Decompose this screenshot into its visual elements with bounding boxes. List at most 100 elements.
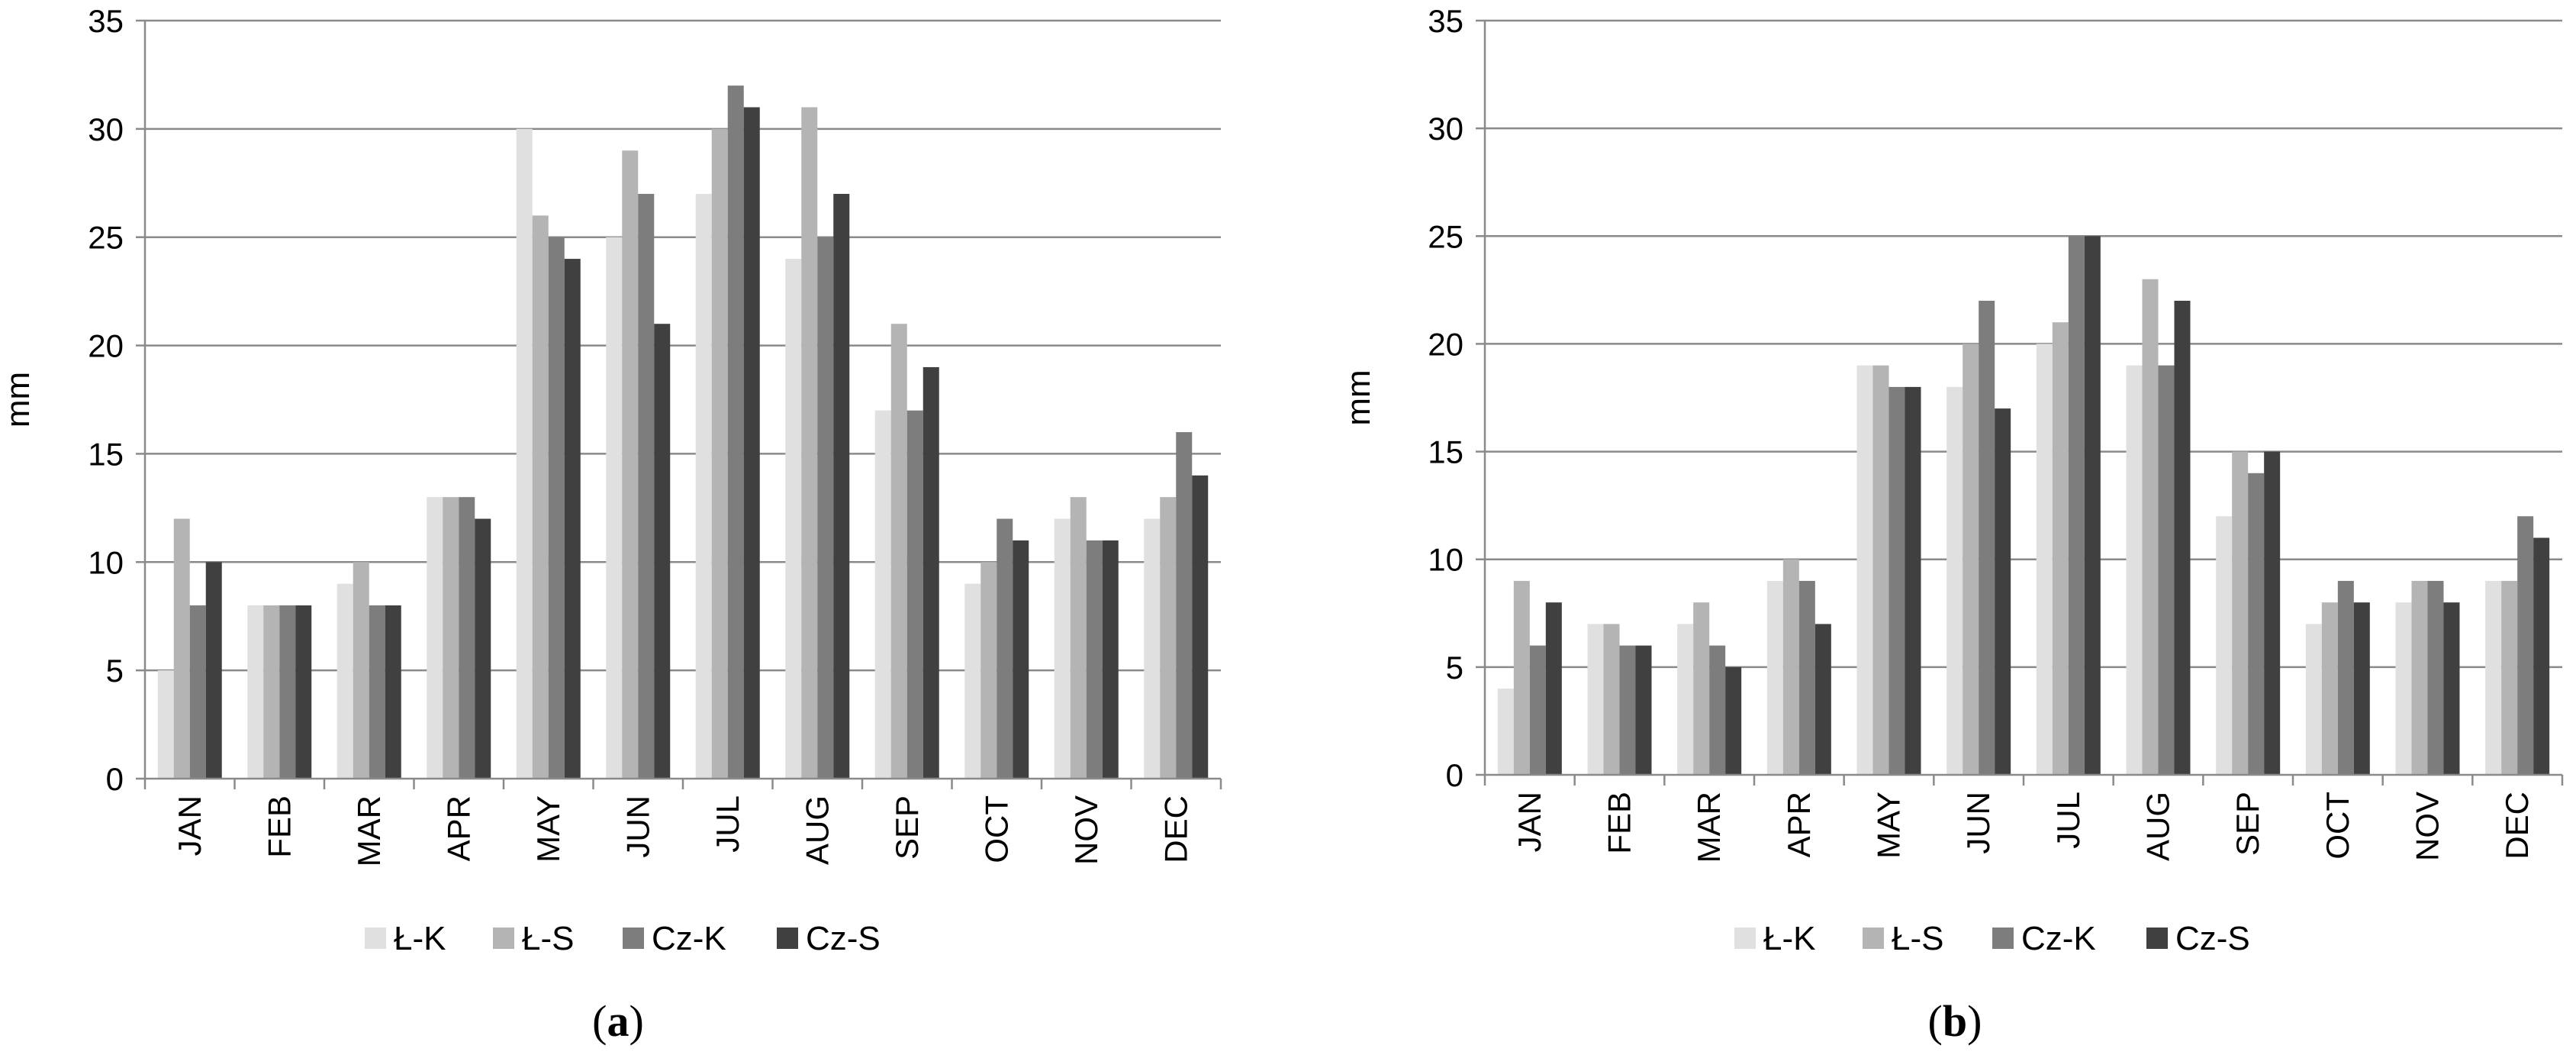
y-tick-label: 5: [1446, 650, 1463, 686]
bar-nov-series-3: [1102, 540, 1119, 779]
bar-jun-series-0: [606, 237, 623, 779]
x-tick-label-jun: JUN: [620, 795, 655, 858]
x-tick-label-aug: AUG: [2140, 792, 2176, 861]
bar-oct-series-1: [2321, 602, 2338, 775]
bar-apr-series-1: [1782, 559, 1799, 775]
bar-oct-series-0: [2305, 624, 2322, 775]
y-tick-label: 0: [106, 761, 124, 797]
bar-nov-series-2: [1086, 540, 1103, 779]
bar-aug-series-0: [785, 259, 802, 779]
y-tick-label: 35: [88, 3, 124, 39]
bar-mar-series-2: [1709, 645, 1726, 775]
y-tick-label: 30: [88, 111, 124, 147]
bar-sep-series-0: [874, 410, 891, 779]
bar-apr-series-0: [427, 497, 443, 779]
y-tick-label: 15: [88, 436, 124, 472]
bar-may-series-3: [564, 259, 581, 779]
bar-nov-series-0: [1054, 518, 1071, 779]
bar-nov-series-0: [2395, 602, 2412, 775]
bar-jul-series-3: [743, 107, 760, 779]
x-tick-label-aug: AUG: [799, 795, 835, 865]
x-tick-label-may: MAY: [1871, 792, 1907, 859]
x-tick-label-dec: DEC: [1158, 795, 1193, 863]
bar-dec-series-2: [2517, 516, 2534, 775]
legend-label-0: Ł-K: [1763, 920, 1815, 957]
x-tick-label-oct: OCT: [978, 795, 1014, 863]
bar-apr-series-3: [1814, 624, 1831, 775]
bar-jul-series-2: [727, 85, 744, 779]
bar-feb-series-0: [247, 605, 264, 779]
bar-aug-series-3: [2174, 300, 2191, 775]
y-tick-label: 5: [106, 653, 124, 689]
bar-jul-series-1: [711, 128, 728, 779]
legend-swatch-0: [1734, 928, 1756, 949]
y-tick-label: 10: [88, 544, 124, 580]
y-tick-label: 35: [1428, 3, 1463, 39]
bar-nov-series-2: [2427, 580, 2444, 775]
bar-may-series-1: [532, 215, 549, 779]
bar-aug-series-1: [801, 107, 818, 779]
bar-sep-series-3: [923, 366, 939, 779]
bar-may-series-2: [548, 237, 565, 779]
bar-apr-series-2: [459, 497, 475, 779]
bar-feb-series-2: [1619, 645, 1636, 775]
bar-sep-series-2: [2248, 473, 2265, 775]
bar-mar-series-1: [1693, 602, 1710, 775]
legend-label-3: Cz-S: [2175, 920, 2250, 957]
bar-nov-series-3: [2443, 602, 2460, 775]
bar-aug-series-2: [817, 237, 834, 779]
bar-dec-series-3: [1192, 475, 1209, 779]
legend-label-3: Cz-S: [806, 920, 881, 957]
bar-jun-series-2: [638, 193, 655, 779]
bar-oct-series-1: [980, 562, 997, 779]
x-tick-label-feb: FEB: [1602, 792, 1637, 854]
bar-jul-series-0: [2036, 344, 2053, 775]
legend-swatch-2: [1992, 928, 2014, 949]
bar-aug-series-1: [2142, 279, 2159, 775]
legend-label-2: Cz-K: [652, 920, 726, 957]
bar-jul-series-2: [2068, 236, 2085, 775]
bar-oct-series-0: [964, 583, 981, 779]
bar-feb-series-0: [1587, 624, 1604, 775]
x-tick-label-jan: JAN: [172, 795, 208, 856]
y-tick-label: 20: [1428, 326, 1463, 362]
bar-aug-series-3: [833, 193, 850, 779]
bar-feb-series-1: [263, 605, 280, 779]
bar-nov-series-1: [1070, 497, 1087, 779]
legend-swatch-3: [2146, 928, 2168, 949]
bar-may-series-0: [1856, 365, 1873, 776]
legend: Ł-K Ł-S Cz-K Cz-S: [1734, 920, 2250, 957]
chart-panel-a: 0 5 10 15 20 25 30 35 mm JAN FEB MAR APR MAY JUN JUL AUG…: [0, 3, 1222, 1046]
x-tick-label-jul: JUL: [710, 795, 745, 853]
x-tick-label-dec: DEC: [2499, 792, 2535, 860]
legend-label-0: Ł-K: [394, 920, 446, 957]
bar-jul-series-0: [695, 193, 712, 779]
bar-oct-series-2: [2337, 580, 2354, 775]
bar-oct-series-3: [2353, 602, 2370, 775]
y-tick-label: 25: [1428, 218, 1463, 254]
x-tick-label-sep: SEP: [2230, 792, 2265, 856]
bar-mar-series-3: [1725, 666, 1742, 775]
x-tick-label-jun: JUN: [1960, 792, 1996, 854]
legend-swatch-1: [1863, 928, 1884, 949]
bar-apr-series-1: [443, 497, 459, 779]
bar-sep-series-1: [890, 324, 907, 779]
bar-jan-series-2: [189, 605, 206, 779]
y-axis-label: mm: [0, 372, 37, 427]
bar-jul-series-3: [2084, 236, 2101, 775]
bar-jan-series-3: [205, 562, 222, 779]
bar-aug-series-0: [2126, 365, 2143, 776]
bar-jun-series-0: [1946, 386, 1963, 775]
x-tick-label-jan: JAN: [1512, 792, 1547, 852]
x-tick-label-apr: APR: [440, 795, 476, 861]
bar-aug-series-2: [2158, 365, 2175, 776]
bar-jan-series-0: [1497, 689, 1514, 775]
bar-jan-series-3: [1545, 602, 1562, 775]
legend-label-1: Ł-S: [522, 920, 574, 957]
x-tick-label-nov: NOV: [2410, 792, 2446, 861]
bar-oct-series-2: [997, 518, 1013, 779]
bar-nov-series-1: [2411, 580, 2428, 775]
y-tick-label: 20: [88, 328, 124, 364]
bar-may-series-2: [1889, 386, 1905, 775]
